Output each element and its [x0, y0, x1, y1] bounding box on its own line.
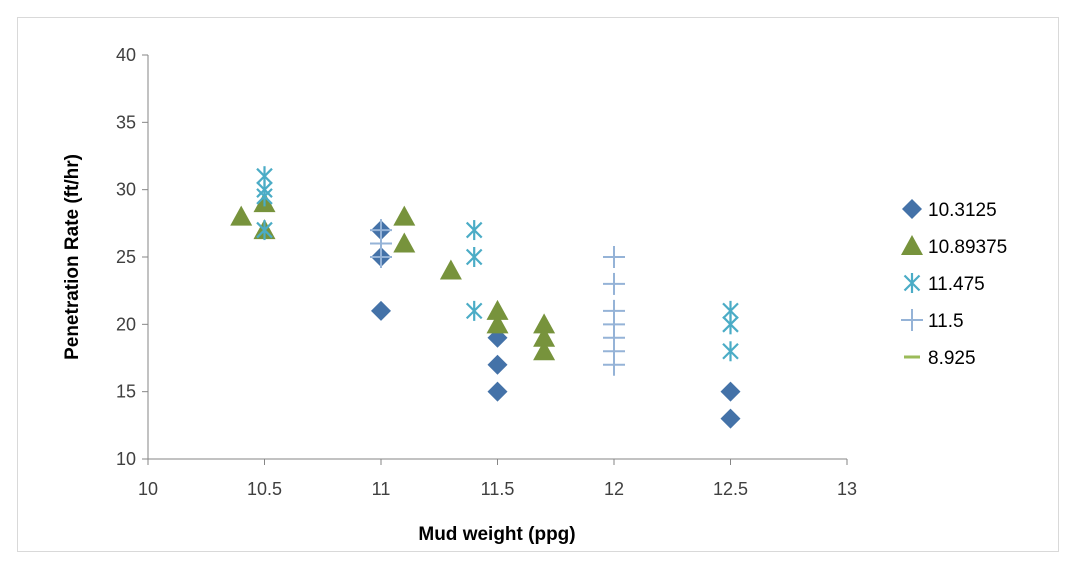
legend-marker [902, 199, 922, 219]
data-point [256, 186, 273, 207]
legend-label: 10.89375 [928, 237, 1007, 258]
data-point [465, 220, 483, 241]
x-tick-label: 10.5 [247, 479, 282, 499]
asterisk-stroke [465, 248, 483, 266]
data-point [603, 246, 625, 268]
x-tick-label: 11 [372, 479, 391, 499]
legend-marker [903, 273, 921, 293]
x-tick-label: 13 [837, 479, 857, 499]
data-point [487, 381, 508, 402]
y-tick-label: 15 [116, 382, 136, 402]
data-point [487, 354, 508, 375]
legend-label: 10.3125 [928, 200, 997, 221]
axes [142, 54, 848, 465]
y-tick-label: 30 [116, 180, 136, 200]
x-tick-label: 12.5 [713, 479, 748, 499]
y-tick-label: 40 [116, 45, 136, 65]
asterisk-stroke [465, 221, 483, 239]
legend-label: 11.475 [928, 274, 985, 295]
data-point [371, 300, 391, 321]
asterisk-stroke [722, 302, 739, 320]
data-point [393, 205, 416, 226]
data-point [722, 314, 739, 335]
y-tick-label: 25 [116, 247, 136, 267]
legend-item: 10.3125 [902, 199, 997, 221]
legend-marker [901, 309, 923, 331]
data-point [533, 313, 556, 334]
y-axis-title: Penetration Rate (ft/hr) [62, 154, 83, 360]
legend-item: 10.89375 [901, 235, 1007, 258]
x-tick-label: 12 [604, 479, 624, 499]
data-point [533, 326, 556, 347]
legend-label: 8.925 [928, 348, 976, 369]
chart-frame [17, 17, 1059, 552]
data-point [486, 299, 509, 320]
asterisk-stroke [256, 221, 273, 239]
legend: 10.3125 10.89375 11.475 11.5 8.925 [901, 199, 1007, 369]
x-tick-label: 11.5 [481, 479, 515, 499]
data-point [486, 313, 509, 334]
asterisk-stroke [465, 302, 483, 320]
legend-item: 8.925 [904, 348, 976, 369]
series-diamond [371, 220, 741, 429]
legend-item: 11.475 [903, 273, 985, 295]
data-point [256, 220, 273, 241]
x-tick-label: 10 [138, 479, 158, 499]
data-point [720, 408, 741, 429]
asterisk-stroke [256, 167, 273, 185]
data-point [720, 381, 741, 402]
legend-label: 11.5 [928, 311, 964, 332]
series-asterisk [256, 166, 739, 362]
x-tick-labels: 10 10.5 11 11.5 12 12.5 13 [138, 479, 857, 499]
y-tick-label: 20 [116, 314, 136, 334]
legend-marker [901, 235, 923, 255]
asterisk-stroke [256, 188, 273, 205]
data-point [722, 341, 739, 362]
y-tick-labels: 10 15 20 25 30 35 40 [116, 45, 136, 469]
legend-item: 11.5 [901, 309, 964, 332]
data-point [603, 353, 625, 376]
y-tick-label: 35 [116, 112, 136, 132]
x-axis-title: Mud weight (ppg) [418, 524, 575, 545]
data-point [230, 205, 253, 226]
data-point [465, 247, 483, 267]
data-points [230, 166, 741, 429]
data-point [439, 259, 462, 280]
series-triangle [230, 192, 556, 361]
asterisk-stroke [722, 342, 739, 360]
data-point [393, 232, 416, 253]
asterisk-stroke [722, 316, 739, 333]
data-point [533, 340, 556, 361]
asterisk-stroke [903, 274, 921, 292]
data-point [370, 246, 392, 268]
data-point [603, 272, 625, 295]
series-plus [370, 219, 625, 376]
data-point [465, 300, 483, 321]
y-tick-label: 10 [116, 449, 136, 469]
